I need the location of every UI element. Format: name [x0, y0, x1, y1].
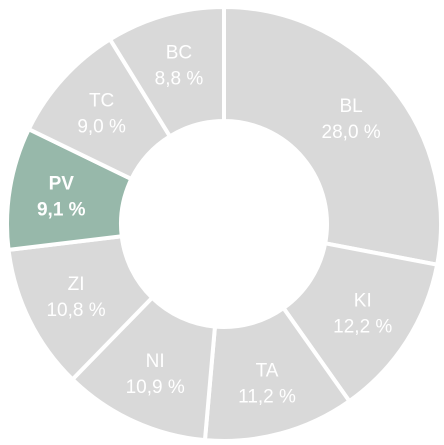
slice-label: KI [354, 290, 372, 311]
slice-label: PV [49, 174, 75, 195]
slice-label: TC [89, 90, 114, 111]
slice-value-label: 28,0 % [322, 122, 381, 143]
slice-value-label: 10,9 % [126, 377, 185, 398]
slice-value-label: 8,8 % [155, 68, 204, 89]
slice-label: TA [256, 360, 279, 381]
slice-label: ZI [68, 274, 85, 295]
slice-value-label: 12,2 % [333, 316, 392, 337]
slice-label: NI [146, 351, 165, 372]
slice-label: BL [340, 96, 363, 117]
slice-value-label: 9,1 % [37, 200, 86, 221]
slice-value-label: 11,2 % [238, 386, 296, 407]
slice [107, 4, 226, 140]
slice [222, 4, 443, 268]
slice-label: BC [166, 42, 192, 63]
slice-value-label: 10,8 % [46, 300, 105, 321]
slice-value-label: 9,0 % [77, 116, 126, 137]
